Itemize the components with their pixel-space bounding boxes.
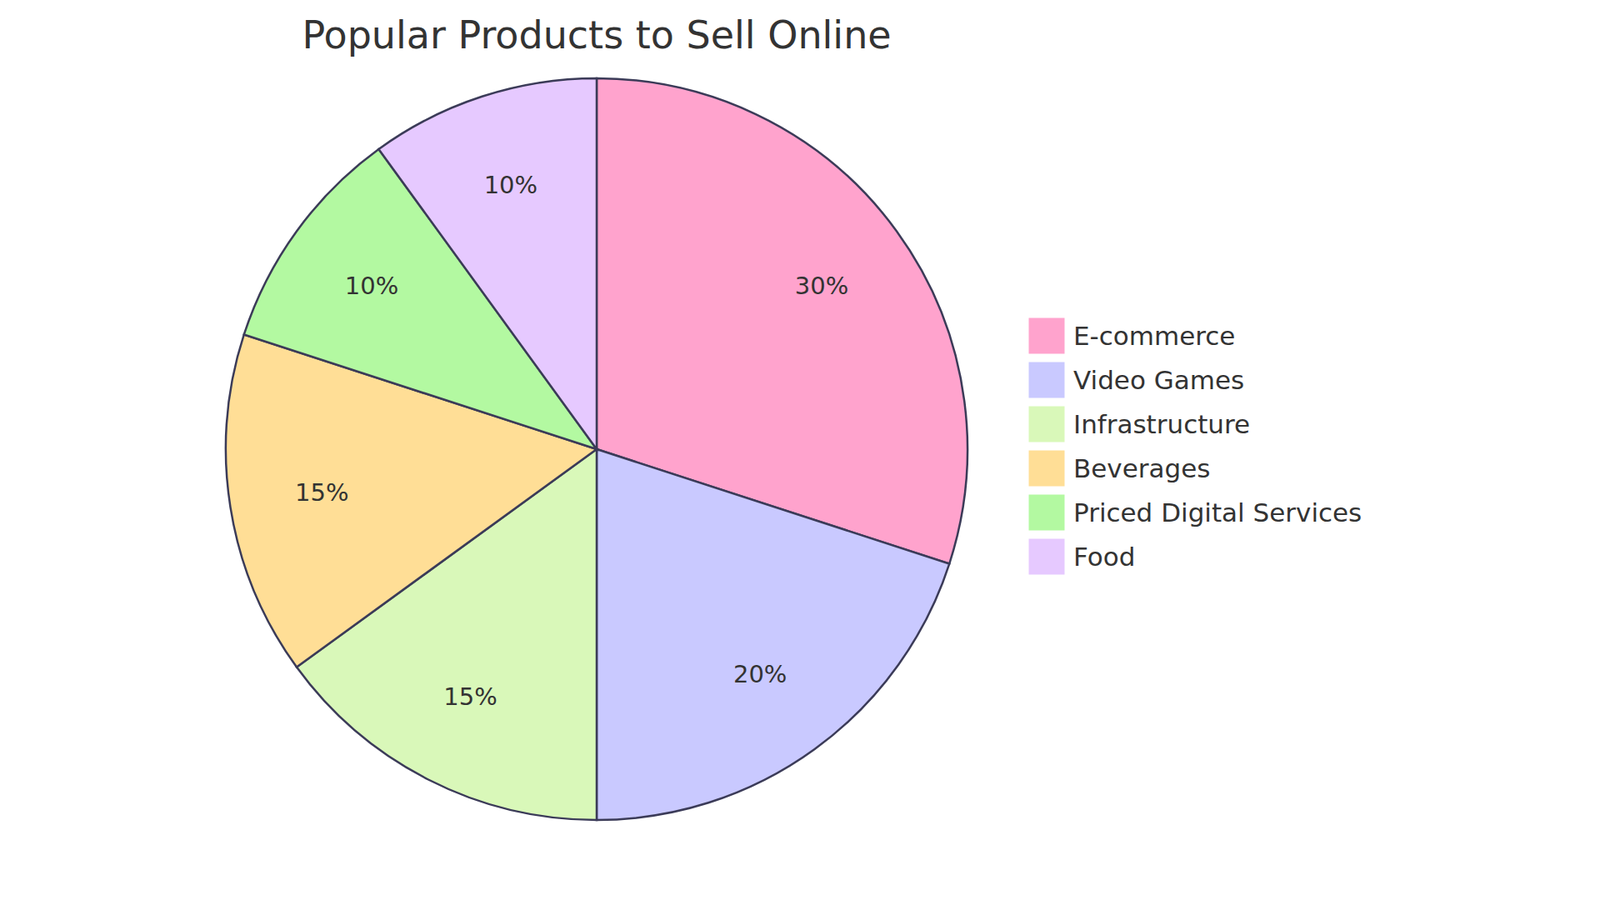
legend-swatch (1028, 450, 1065, 487)
legend-label: Beverages (1073, 453, 1210, 484)
legend-swatch (1028, 361, 1065, 399)
legend-label: E-commerce (1073, 320, 1235, 351)
data-label: 15% (295, 478, 349, 507)
legend-label: Infrastructure (1073, 409, 1250, 440)
pie-slice (596, 449, 950, 820)
legend-label: Priced Digital Services (1073, 497, 1362, 528)
data-labels: 30% 20% 15% 15% 10% 10% (295, 170, 849, 712)
legend: E-commerce Video Games Infrastructure Bever… (1028, 317, 1362, 575)
legend-swatch (1028, 405, 1065, 443)
legend-label: Food (1073, 541, 1135, 572)
pie-slice (378, 78, 597, 450)
chart-title: Popular Products to Sell Online (301, 12, 891, 58)
pie-slices (225, 78, 968, 820)
legend-swatch (1028, 317, 1065, 355)
data-label: 10% (484, 170, 538, 200)
chart-container: Popular Products to Sell Online 30% 20% 15%… (0, 0, 1600, 900)
legend-label: Video Games (1073, 365, 1245, 395)
data-label: 10% (345, 271, 399, 300)
data-label: 30% (795, 271, 849, 300)
data-label: 20% (733, 660, 787, 689)
legend-swatch (1028, 538, 1065, 575)
data-label: 15% (443, 682, 497, 711)
chart-svg: Popular Products to Sell Online 30% 20% 15%… (0, 0, 1600, 900)
legend-swatch (1028, 494, 1065, 531)
